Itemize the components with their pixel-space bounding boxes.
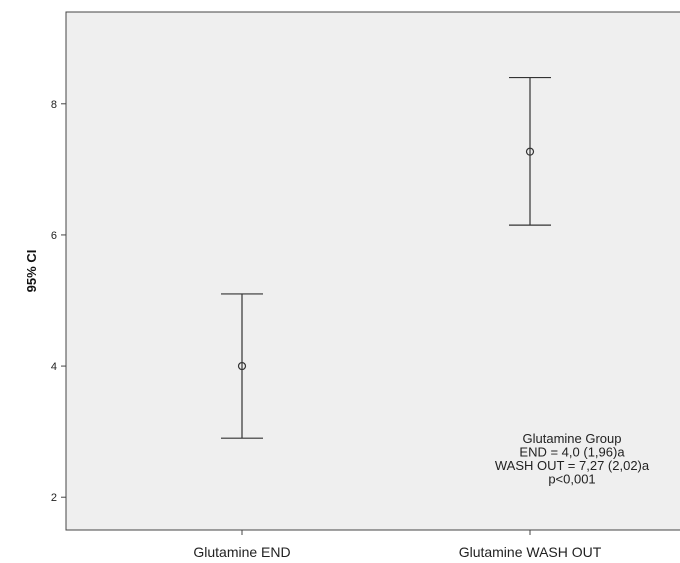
x-axis: Glutamine END Glutamine WASH OUT	[193, 530, 601, 560]
y-axis: 2 4 6 8	[51, 99, 66, 504]
y-tick-label: 6	[51, 230, 57, 242]
x-category-label: Glutamine WASH OUT	[459, 544, 602, 560]
x-category-label: Glutamine END	[193, 544, 290, 560]
y-tick-label: 8	[51, 99, 57, 111]
y-tick-label: 4	[51, 361, 57, 373]
y-axis-title: 95% CI	[24, 250, 39, 293]
y-tick-label: 2	[51, 492, 57, 504]
annotation-line: p<0,001	[548, 472, 595, 487]
